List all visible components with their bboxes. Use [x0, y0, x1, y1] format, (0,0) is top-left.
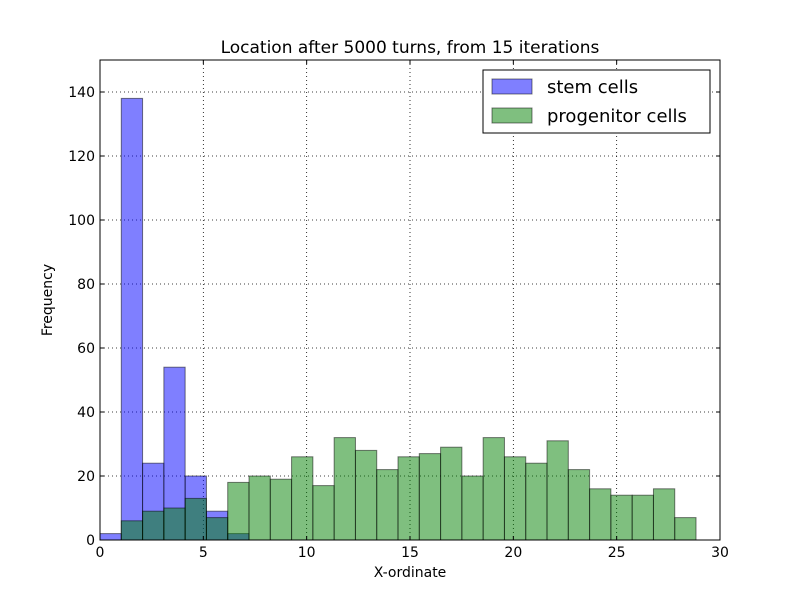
- histogram-bar: [525, 462, 548, 541]
- y-tick-label: 140: [68, 85, 95, 101]
- series-1-bars: [120, 437, 697, 541]
- y-tick-label: 120: [68, 149, 95, 165]
- y-tick-label: 40: [77, 405, 95, 421]
- histogram-bar: [120, 520, 144, 541]
- histogram-bar: [354, 449, 378, 541]
- legend-swatch: [491, 78, 533, 95]
- legend-swatch: [491, 107, 533, 124]
- histogram-bar: [440, 446, 463, 541]
- histogram-bars: [99, 97, 697, 541]
- histogram-bar: [376, 469, 399, 541]
- histogram-bar: [631, 494, 654, 541]
- y-tick-label: 60: [77, 341, 95, 357]
- histogram-bar: [163, 507, 186, 541]
- chart-title: Location after 5000 turns, from 15 itera…: [221, 38, 600, 58]
- axis-ticks: 0 5 10 15 20 25 30 0 20 40 60 80 100 120 140: [68, 60, 729, 561]
- histogram-bar: [227, 481, 250, 541]
- x-tick-label: 0: [96, 545, 105, 561]
- y-tick-label: 100: [68, 213, 95, 229]
- histogram-bar: [546, 440, 569, 541]
- histogram-bar: [312, 485, 335, 541]
- x-tick-label: 5: [199, 545, 208, 561]
- x-tick-label: 30: [711, 545, 729, 561]
- x-tick-label: 10: [298, 545, 316, 561]
- histogram-bar: [674, 517, 697, 541]
- y-axis-label: Frequency: [40, 264, 56, 336]
- y-tick-label: 80: [77, 277, 95, 293]
- histogram-bar: [184, 497, 207, 541]
- histogram-bar: [333, 437, 356, 541]
- histogram-bar: [99, 533, 122, 541]
- histogram-bar: [269, 478, 293, 541]
- histogram-bar: [482, 437, 505, 541]
- y-tick-label: 20: [77, 469, 95, 485]
- histogram-bar: [567, 469, 591, 541]
- x-axis-label: X-ordinate: [374, 565, 447, 581]
- histogram-bar: [610, 494, 633, 541]
- y-tick-label: 0: [86, 533, 95, 549]
- histogram-bar: [503, 456, 527, 541]
- x-tick-label: 25: [608, 545, 626, 561]
- histogram-bar: [120, 97, 144, 541]
- histogram-bar: [142, 510, 165, 541]
- histogram-bar: [589, 488, 612, 541]
- x-tick-label: 20: [504, 545, 522, 561]
- histogram-bar: [291, 456, 314, 541]
- legend-label: stem cells: [547, 77, 638, 98]
- histogram-bar: [461, 475, 484, 541]
- histogram-bar: [248, 475, 271, 541]
- histogram-bar: [652, 488, 676, 541]
- x-tick-label: 15: [401, 545, 419, 561]
- legend-label: progenitor cells: [547, 106, 687, 127]
- histogram-bar: [205, 517, 229, 541]
- legend: stem cells progenitor cells: [482, 69, 711, 134]
- histogram-bar: [397, 456, 420, 541]
- series-0-bars: [99, 97, 250, 541]
- histogram-bar: [418, 453, 442, 541]
